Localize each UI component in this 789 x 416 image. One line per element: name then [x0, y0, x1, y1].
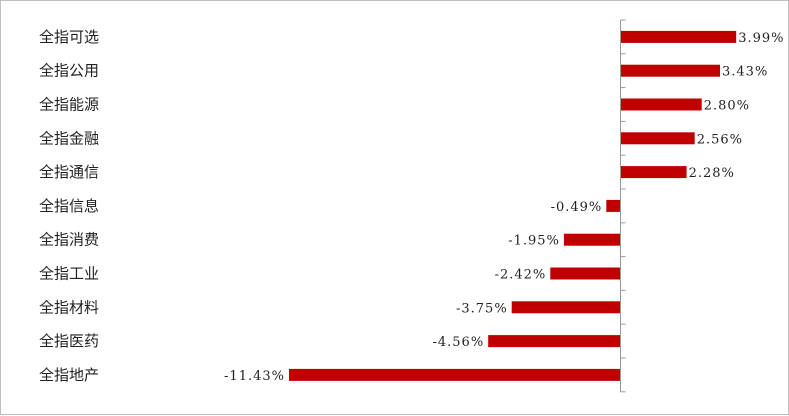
value-label-7: -1.95%	[508, 234, 560, 249]
value-label-3: 2.80%	[704, 99, 750, 114]
category-label-5: 全指通信	[39, 163, 99, 181]
category-label-11: 全指地产	[39, 366, 99, 384]
bar-8	[550, 267, 621, 280]
value-label-9: -3.75%	[456, 301, 508, 316]
category-label-7: 全指消费	[39, 231, 99, 249]
category-labels: 全指可选全指公用全指能源全指金融全指通信全指信息全指消费全指工业全指材料全指医药…	[39, 28, 99, 384]
value-label-10: -4.56%	[432, 335, 484, 350]
bar-1	[620, 30, 737, 43]
category-label-8: 全指工业	[39, 265, 99, 283]
category-label-2: 全指公用	[39, 62, 99, 80]
zero-axis-layer	[620, 19, 626, 393]
bar-10	[488, 335, 621, 348]
bar-2	[620, 64, 720, 77]
category-label-6: 全指信息	[39, 197, 99, 215]
category-label-3: 全指能源	[39, 96, 99, 114]
bars-layer	[289, 30, 737, 381]
bar-5	[620, 166, 687, 179]
value-label-11: -11.43%	[224, 369, 285, 384]
bar-11	[289, 368, 621, 381]
category-label-4: 全指金融	[39, 129, 99, 147]
value-labels: 3.99% 3.43% 2.80% 2.56% 2.28% -0.49% -1.95% -2.…	[224, 31, 784, 384]
value-label-4: 2.56%	[697, 132, 743, 147]
value-label-6: -0.49%	[551, 200, 603, 215]
bar-4	[620, 132, 695, 145]
category-label-1: 全指可选	[39, 28, 99, 46]
value-label-8: -2.42%	[495, 268, 547, 283]
value-label-1: 3.99%	[738, 31, 784, 46]
bar-6	[606, 199, 621, 212]
category-label-10: 全指医药	[39, 332, 99, 350]
bar-3	[620, 98, 702, 111]
category-label-9: 全指材料	[39, 298, 99, 316]
value-label-5: 2.28%	[689, 166, 735, 181]
bar-9	[511, 301, 621, 314]
value-label-2: 3.43%	[722, 65, 768, 80]
bar-7	[563, 233, 621, 246]
